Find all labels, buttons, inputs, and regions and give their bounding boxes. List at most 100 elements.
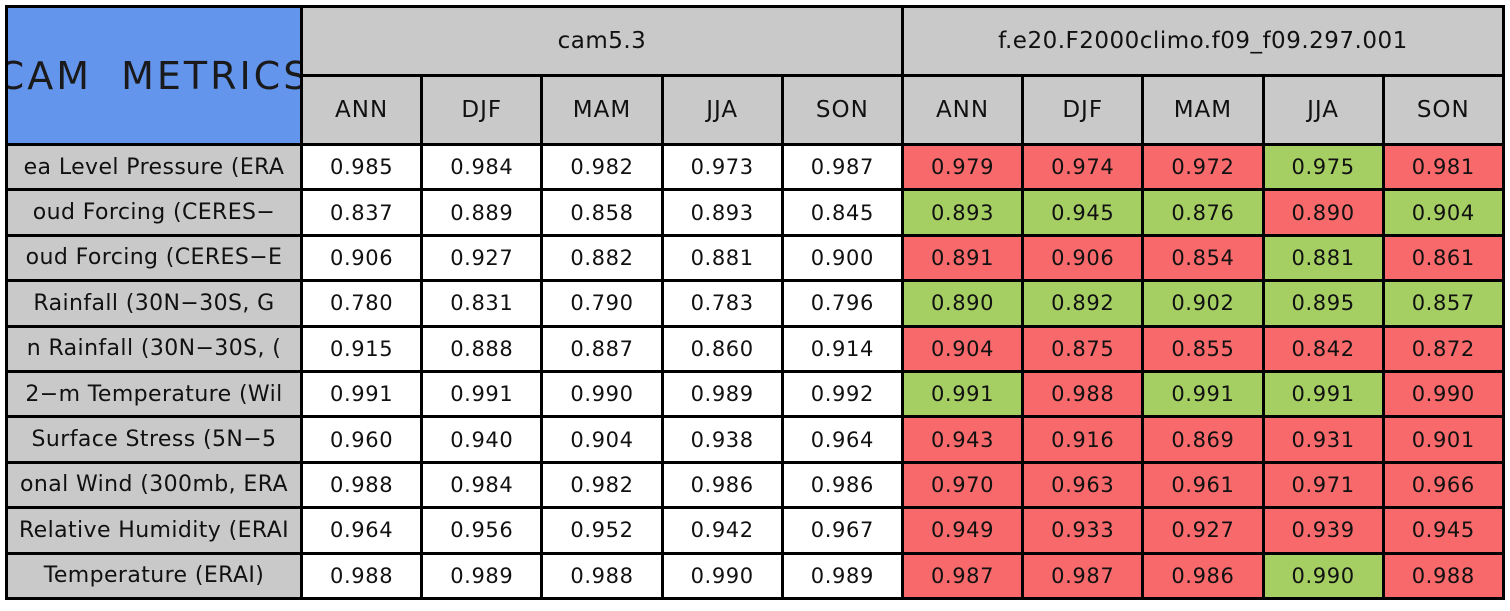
metric-value-experiment: 0.971 (1264, 463, 1382, 507)
metric-value-experiment: 0.939 (1264, 509, 1382, 552)
metric-value-experiment: 0.893 (903, 191, 1022, 234)
metric-value-experiment: 0.988 (1384, 554, 1502, 597)
metric-value-experiment: 0.904 (1384, 191, 1502, 234)
metric-value-experiment: 0.975 (1264, 146, 1382, 189)
row-label: Relative Humidity (ERAI (8, 509, 300, 552)
metric-value-experiment: 0.943 (903, 418, 1022, 461)
metric-value-experiment: 0.881 (1264, 236, 1382, 280)
metric-value-cam53: 0.989 (423, 554, 541, 597)
metric-value-cam53: 0.964 (303, 509, 421, 552)
metric-value-cam53: 0.790 (543, 282, 661, 325)
metric-value-experiment: 0.901 (1384, 418, 1502, 461)
metric-value-cam53: 0.881 (663, 236, 781, 280)
metric-value-cam53: 0.780 (303, 282, 421, 325)
metric-value-experiment: 0.991 (1144, 372, 1262, 416)
season-header-cam53-son: SON (783, 77, 901, 143)
metric-value-cam53: 0.985 (303, 146, 421, 189)
row-label: ea Level Pressure (ERA (8, 146, 300, 189)
season-header-exp-jja: JJA (1264, 77, 1382, 143)
row-label: oud Forcing (CERES− (8, 191, 300, 234)
metric-value-cam53: 0.988 (303, 463, 421, 507)
metric-value-cam53: 0.988 (303, 554, 421, 597)
metric-value-experiment: 0.890 (1264, 191, 1382, 234)
metric-value-cam53: 0.989 (663, 372, 781, 416)
model-header-experiment: f.e20.F2000climo.f09_f09.297.001 (903, 8, 1502, 74)
metric-value-cam53: 0.956 (423, 509, 541, 552)
metric-value-experiment: 0.855 (1144, 327, 1262, 370)
metric-value-experiment: 0.854 (1144, 236, 1262, 280)
metric-value-cam53: 0.888 (423, 327, 541, 370)
metric-value-cam53: 0.992 (783, 372, 901, 416)
row-label: n Rainfall (30N−30S, ( (8, 327, 300, 370)
metric-value-cam53: 0.858 (543, 191, 661, 234)
metric-value-cam53: 0.845 (783, 191, 901, 234)
metric-value-cam53: 0.893 (663, 191, 781, 234)
metric-value-experiment: 0.986 (1144, 554, 1262, 597)
metric-value-experiment: 0.891 (903, 236, 1022, 280)
metric-value-experiment: 0.991 (903, 372, 1022, 416)
metric-value-cam53: 0.914 (783, 327, 901, 370)
metric-value-cam53: 0.990 (543, 372, 661, 416)
metric-value-experiment: 0.961 (1144, 463, 1262, 507)
metric-value-cam53: 0.906 (303, 236, 421, 280)
metric-value-experiment: 0.895 (1264, 282, 1382, 325)
metric-value-experiment: 0.892 (1024, 282, 1142, 325)
metric-value-cam53: 0.984 (423, 146, 541, 189)
season-header-exp-son: SON (1384, 77, 1502, 143)
metric-value-experiment: 0.842 (1264, 327, 1382, 370)
metric-value-experiment: 0.927 (1144, 509, 1262, 552)
season-header-cam53-jja: JJA (663, 77, 781, 143)
metric-value-cam53: 0.796 (783, 282, 901, 325)
row-label: onal Wind (300mb, ERA (8, 463, 300, 507)
metric-value-cam53: 0.967 (783, 509, 901, 552)
metric-value-experiment: 0.875 (1024, 327, 1142, 370)
metric-value-cam53: 0.831 (423, 282, 541, 325)
metric-value-cam53: 0.940 (423, 418, 541, 461)
row-label: Rainfall (30N−30S, G (8, 282, 300, 325)
metrics-grid: CAM METRICS cam5.3 f.e20.F2000climo.f09_… (5, 5, 1505, 600)
metric-value-cam53: 0.900 (783, 236, 901, 280)
metric-value-cam53: 0.982 (543, 463, 661, 507)
metric-value-experiment: 0.931 (1264, 418, 1382, 461)
metric-value-experiment: 0.861 (1384, 236, 1502, 280)
metric-value-cam53: 0.987 (783, 146, 901, 189)
metric-value-cam53: 0.904 (543, 418, 661, 461)
metric-value-experiment: 0.945 (1024, 191, 1142, 234)
metric-value-experiment: 0.966 (1384, 463, 1502, 507)
metric-value-cam53: 0.991 (423, 372, 541, 416)
season-header-exp-djf: DJF (1024, 77, 1142, 143)
metric-value-experiment: 0.902 (1144, 282, 1262, 325)
row-label: Surface Stress (5N−5 (8, 418, 300, 461)
metric-value-cam53: 0.964 (783, 418, 901, 461)
metric-value-experiment: 0.963 (1024, 463, 1142, 507)
metric-value-experiment: 0.933 (1024, 509, 1142, 552)
metric-value-cam53: 0.984 (423, 463, 541, 507)
row-label: 2−m Temperature (Wil (8, 372, 300, 416)
metric-value-cam53: 0.927 (423, 236, 541, 280)
metric-value-experiment: 0.945 (1384, 509, 1502, 552)
metric-value-experiment: 0.916 (1024, 418, 1142, 461)
metric-value-cam53: 0.938 (663, 418, 781, 461)
metric-value-cam53: 0.887 (543, 327, 661, 370)
metric-value-cam53: 0.889 (423, 191, 541, 234)
metric-value-cam53: 0.986 (783, 463, 901, 507)
row-label: oud Forcing (CERES−E (8, 236, 300, 280)
metric-value-experiment: 0.872 (1384, 327, 1502, 370)
metric-value-cam53: 0.860 (663, 327, 781, 370)
row-label: Temperature (ERAI) (8, 554, 300, 597)
model-header-cam53: cam5.3 (303, 8, 901, 74)
metric-value-cam53: 0.990 (663, 554, 781, 597)
metric-value-cam53: 0.988 (543, 554, 661, 597)
metric-value-experiment: 0.981 (1384, 146, 1502, 189)
metric-value-experiment: 0.990 (1384, 372, 1502, 416)
metric-value-experiment: 0.987 (903, 554, 1022, 597)
metric-value-cam53: 0.973 (663, 146, 781, 189)
season-header-exp-ann: ANN (903, 77, 1022, 143)
metric-value-cam53: 0.942 (663, 509, 781, 552)
metric-value-cam53: 0.991 (303, 372, 421, 416)
season-header-cam53-djf: DJF (423, 77, 541, 143)
metric-value-experiment: 0.857 (1384, 282, 1502, 325)
metric-value-experiment: 0.949 (903, 509, 1022, 552)
metric-value-cam53: 0.986 (663, 463, 781, 507)
metric-value-experiment: 0.987 (1024, 554, 1142, 597)
